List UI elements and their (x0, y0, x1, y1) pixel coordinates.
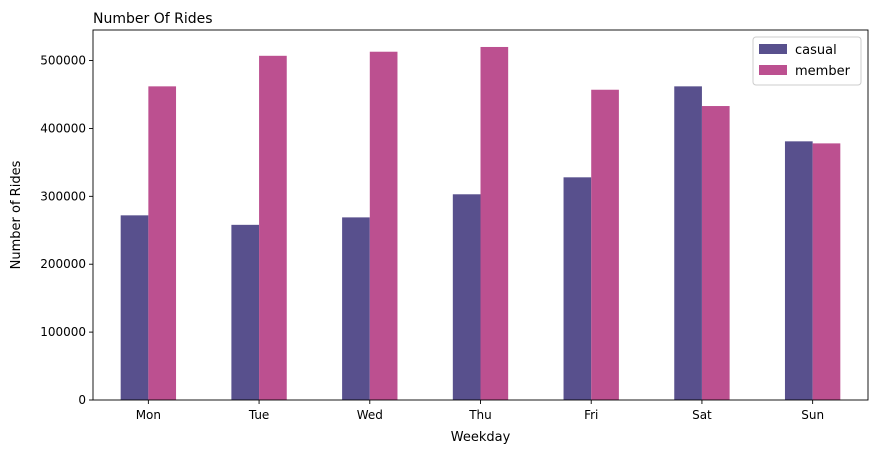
plot-area: Mon Tue Wed Thu Fri Sat Sun 0 100000 200000 300000… (40, 29, 869, 422)
x-tick-label: Fri (584, 408, 598, 422)
y-tick-label: 400000 (40, 121, 86, 135)
legend: casual member (752, 36, 862, 86)
y-tick-label: 500000 (40, 54, 86, 68)
x-tick-label: Thu (468, 408, 492, 422)
bar-member-thu (480, 46, 509, 400)
x-tick-label: Mon (136, 408, 161, 422)
x-tick-label: Sun (801, 408, 824, 422)
bar-casual-wed (342, 217, 370, 400)
bar-member-wed (369, 51, 398, 400)
y-tick-label: 0 (78, 393, 86, 407)
bar-member-fri (591, 89, 619, 401)
x-tick-label: Wed (357, 408, 383, 422)
bar-casual-tue (231, 224, 260, 400)
bar-member-mon (148, 86, 177, 400)
y-tick-label: 100000 (40, 325, 86, 339)
y-tick-label: 200000 (40, 257, 86, 271)
bar-casual-thu (452, 194, 481, 400)
bar-member-sat (701, 106, 730, 400)
chart-title: Number Of Rides (93, 11, 213, 27)
bar-member-tue (259, 55, 287, 401)
legend-label-member: member (795, 64, 851, 79)
x-tick-label: Tue (248, 408, 270, 422)
y-axis-label: Number of Rides (9, 160, 24, 269)
x-axis-label: Weekday (451, 430, 511, 445)
y-tick-label: 300000 (40, 189, 86, 203)
legend-label-casual: casual (795, 43, 837, 58)
legend-swatch-member (759, 65, 787, 75)
bar-casual-mon (120, 215, 149, 400)
x-tick-label: Sat (692, 408, 712, 422)
bar-member-sun (812, 143, 841, 400)
legend-swatch-casual (759, 44, 787, 54)
bar-casual-fri (563, 177, 592, 400)
bar-casual-sun (784, 141, 813, 400)
bar-casual-sat (674, 86, 702, 400)
